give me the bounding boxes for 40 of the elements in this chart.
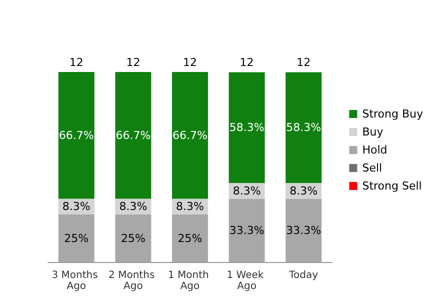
legend-label: Hold: [362, 144, 388, 156]
data-label: 58.3%: [286, 121, 322, 134]
text: 12: [240, 56, 254, 70]
legend-label: Buy: [362, 126, 384, 138]
bar: [115, 214, 152, 262]
bar: [172, 72, 208, 199]
bar: [286, 198, 322, 262]
legend-label: Sell: [362, 162, 382, 174]
text: 12: [183, 56, 197, 69]
x-tick-label: Today: [288, 270, 318, 281]
text: 12: [126, 56, 140, 69]
data-label: 8.3%: [176, 200, 204, 214]
x-tick-label: 1 Month Ago: [168, 270, 212, 292]
data-label: 33.3%: [286, 224, 322, 237]
data-label: 8.3%: [232, 184, 261, 198]
bar: [228, 72, 265, 183]
data-label: 58.3%: [229, 121, 264, 134]
x-tick-label: 2 Months Ago: [108, 270, 158, 292]
data-label: 66.7%: [172, 128, 208, 142]
data-label: 33.3%: [229, 224, 264, 237]
data-label: 25%: [120, 232, 146, 245]
legend-label: Strong Sell: [362, 180, 422, 192]
bar: [228, 198, 265, 262]
x-tick-label: 3 Months Ago: [52, 270, 102, 292]
text: 12: [296, 56, 311, 70]
data-label: 66.7%: [116, 128, 151, 142]
bar: [115, 72, 152, 199]
bar: [58, 214, 94, 262]
data-label: 8.3%: [62, 200, 90, 214]
text: 12: [69, 56, 84, 69]
bar: [286, 72, 322, 183]
data-label: 66.7%: [58, 128, 94, 142]
data-label: 25%: [64, 232, 89, 245]
data-label: 25%: [178, 232, 202, 245]
x-tick-label: 1 Week Ago: [226, 270, 267, 292]
legend-label: Strong Buy: [362, 108, 424, 120]
bar: [58, 72, 94, 199]
data-label: 8.3%: [119, 200, 148, 214]
data-label: 8.3%: [290, 184, 318, 198]
bar: [172, 214, 208, 262]
